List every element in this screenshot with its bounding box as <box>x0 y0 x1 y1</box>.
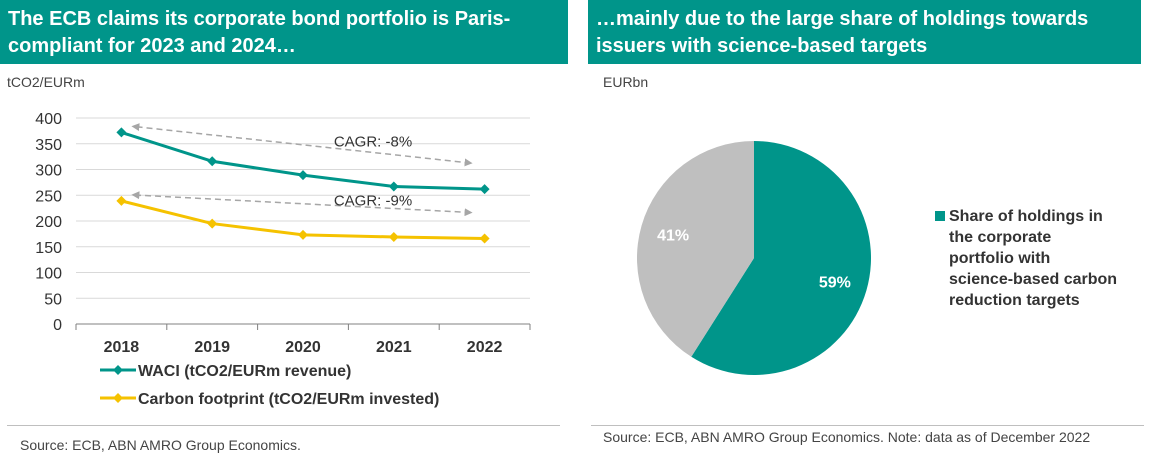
x-axis <box>75 323 531 330</box>
pie-legend-line: Share of holdings in <box>949 208 1103 225</box>
y-tick-label: 300 <box>35 163 62 180</box>
data-point <box>388 231 399 242</box>
data-point <box>388 181 399 192</box>
series-line <box>120 130 485 191</box>
x-tick-label: 2022 <box>467 339 503 356</box>
legend: WACI (tCO2/EURm revenue) Carbon footprint… <box>100 363 439 408</box>
y-tick-label: 50 <box>44 291 62 308</box>
pie-slices <box>637 141 871 375</box>
data-point <box>479 184 490 195</box>
cagr-arrow <box>131 191 473 217</box>
pie-legend: Share of holdings in the corporate portfol… <box>935 208 1117 309</box>
pie-legend-line: portfolio with <box>949 250 1050 267</box>
line-chart: 0 50 100 150 200 250 300 350 400 2018 2019 2020 202… <box>35 111 531 408</box>
y-axis-ticks: 0 50 100 150 200 250 300 350 400 <box>35 111 62 334</box>
pie-slice-label: 41% <box>657 227 689 244</box>
x-tick-label: 2020 <box>285 339 321 356</box>
y-tick-label: 200 <box>35 214 62 231</box>
left-unit-label: tCO2/EURm <box>7 74 85 90</box>
x-tick-label: 2021 <box>376 339 412 356</box>
pie-labels: 59% 41% <box>657 227 851 291</box>
cagr-arrows <box>131 123 473 217</box>
y-tick-label: 0 <box>53 317 62 334</box>
data-point <box>207 218 218 229</box>
pie-legend-line: science-based carbon <box>949 271 1117 288</box>
left-source: Source: ECB, ABN AMRO Group Economics. <box>20 437 301 453</box>
data-point <box>116 195 127 206</box>
data-point <box>116 127 127 138</box>
right-unit-label: EURbn <box>603 74 649 90</box>
data-point <box>207 156 218 167</box>
legend-swatch-marker <box>113 365 123 375</box>
pie-legend-swatch <box>935 211 945 221</box>
annotations: CAGR: -8% CAGR: -9% <box>334 134 412 210</box>
data-point <box>298 229 308 240</box>
left-panel-title: The ECB claims its corporate bond portfo… <box>0 0 568 64</box>
right-panel-title: …mainly due to the large share of holdin… <box>588 0 1141 64</box>
y-tick-label: 350 <box>35 137 62 154</box>
series-layer <box>116 127 490 244</box>
y-tick-label: 400 <box>35 111 62 128</box>
cagr-label: CAGR: -9% <box>334 193 412 210</box>
right-source: Source: ECB, ABN AMRO Group Economics. N… <box>603 429 1091 445</box>
cagr-arrow <box>131 123 473 167</box>
y-tick-label: 100 <box>35 266 62 283</box>
pie-slice <box>691 141 871 375</box>
right-source-rule <box>591 425 1144 426</box>
legend-label: Carbon footprint (tCO2/EURm invested) <box>138 391 439 408</box>
x-tick-label: 2019 <box>194 339 230 356</box>
pie-slice <box>637 141 754 357</box>
x-axis-ticks: 2018 2019 2020 2021 2022 <box>104 339 503 356</box>
y-tick-label: 150 <box>35 240 62 257</box>
pie-slice-label: 59% <box>819 275 851 292</box>
x-tick-label: 2018 <box>104 339 140 356</box>
legend-label: WACI (tCO2/EURm revenue) <box>138 363 351 380</box>
pie-chart: 59% 41% Share of holdings in the corporate… <box>637 141 1117 375</box>
cagr-label: CAGR: -8% <box>334 134 412 151</box>
y-tick-label: 250 <box>35 188 62 205</box>
pie-legend-label: Share of holdings in the corporate portfol… <box>949 208 1117 309</box>
pie-legend-line: reduction targets <box>949 292 1080 309</box>
data-point <box>479 233 490 244</box>
left-source-rule <box>7 425 560 426</box>
data-point <box>298 170 308 181</box>
pie-legend-line: the corporate <box>949 229 1051 246</box>
legend-swatch-marker <box>113 393 123 403</box>
